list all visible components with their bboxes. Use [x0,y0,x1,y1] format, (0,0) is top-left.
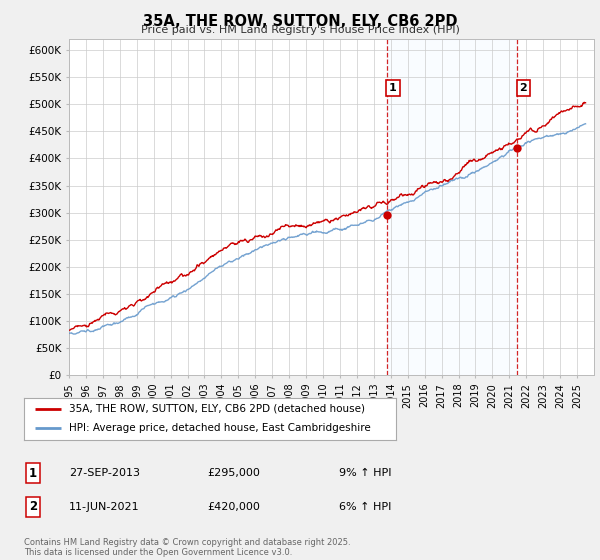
Text: 35A, THE ROW, SUTTON, ELY, CB6 2PD (detached house): 35A, THE ROW, SUTTON, ELY, CB6 2PD (deta… [68,404,365,414]
Text: Price paid vs. HM Land Registry's House Price Index (HPI): Price paid vs. HM Land Registry's House … [140,25,460,35]
Text: Contains HM Land Registry data © Crown copyright and database right 2025.
This d: Contains HM Land Registry data © Crown c… [24,538,350,557]
Text: 11-JUN-2021: 11-JUN-2021 [69,502,140,512]
Text: 1: 1 [29,466,37,480]
Bar [386,39,517,375]
Text: 27-SEP-2013: 27-SEP-2013 [69,468,140,478]
Text: £295,000: £295,000 [207,468,260,478]
Text: 6% ↑ HPI: 6% ↑ HPI [339,502,391,512]
Text: 9% ↑ HPI: 9% ↑ HPI [339,468,391,478]
Text: 2: 2 [520,83,527,93]
Text: 1: 1 [389,83,397,93]
Text: HPI: Average price, detached house, East Cambridgeshire: HPI: Average price, detached house, East… [68,423,370,433]
Text: 2: 2 [29,500,37,514]
Text: 35A, THE ROW, SUTTON, ELY, CB6 2PD: 35A, THE ROW, SUTTON, ELY, CB6 2PD [143,14,457,29]
Text: £420,000: £420,000 [207,502,260,512]
